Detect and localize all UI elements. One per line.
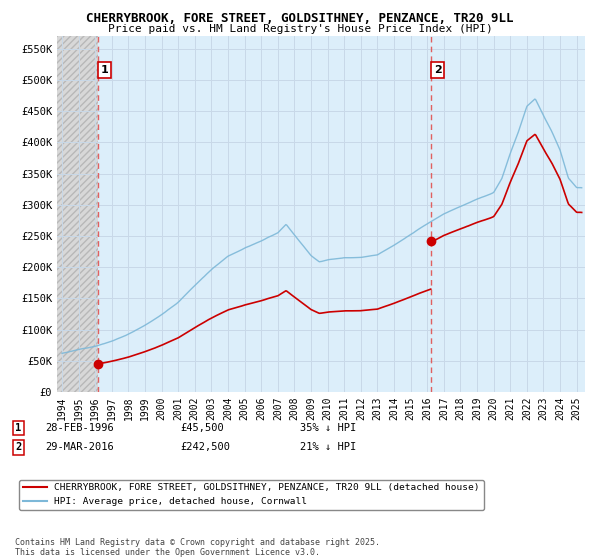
Text: 1: 1 [15, 423, 21, 433]
Text: 2: 2 [15, 442, 21, 452]
Text: Contains HM Land Registry data © Crown copyright and database right 2025.
This d: Contains HM Land Registry data © Crown c… [15, 538, 380, 557]
Text: 1: 1 [100, 65, 108, 75]
Legend: CHERRYBROOK, FORE STREET, GOLDSITHNEY, PENZANCE, TR20 9LL (detached house), HPI:: CHERRYBROOK, FORE STREET, GOLDSITHNEY, P… [19, 480, 484, 510]
Text: 35% ↓ HPI: 35% ↓ HPI [300, 423, 356, 433]
Text: £242,500: £242,500 [180, 442, 230, 452]
Text: 21% ↓ HPI: 21% ↓ HPI [300, 442, 356, 452]
Text: 2: 2 [434, 65, 442, 75]
Text: 28-FEB-1996: 28-FEB-1996 [45, 423, 114, 433]
Text: Price paid vs. HM Land Registry's House Price Index (HPI): Price paid vs. HM Land Registry's House … [107, 24, 493, 34]
Text: CHERRYBROOK, FORE STREET, GOLDSITHNEY, PENZANCE, TR20 9LL: CHERRYBROOK, FORE STREET, GOLDSITHNEY, P… [86, 12, 514, 25]
Text: £45,500: £45,500 [180, 423, 224, 433]
Text: 29-MAR-2016: 29-MAR-2016 [45, 442, 114, 452]
Bar [57, 36, 98, 392]
